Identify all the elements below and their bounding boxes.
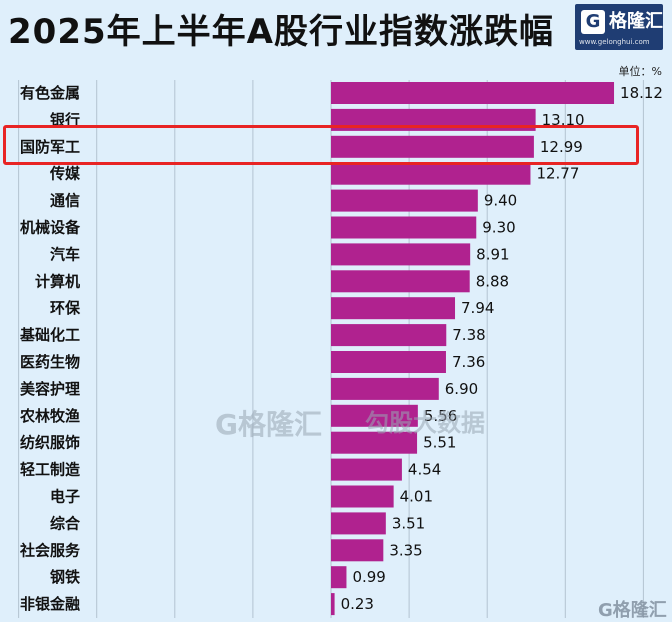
value-label: 7.94: [461, 299, 494, 317]
category-label: 基础化工: [19, 326, 80, 344]
unit-label: 单位：%: [618, 65, 662, 78]
category-label: 社会服务: [19, 541, 81, 559]
watermark-gelonghui: G格隆汇: [215, 408, 322, 441]
bar-17: [331, 539, 384, 562]
bar-12: [331, 404, 418, 427]
category-label: 农林牧渔: [19, 407, 80, 425]
category-label: 通信: [50, 192, 80, 210]
bar-0: [331, 82, 615, 104]
value-label: 9.40: [484, 192, 517, 210]
bar-15: [331, 485, 394, 508]
value-label: 8.88: [476, 272, 509, 290]
logo-url: www.gelonghui.com: [579, 38, 650, 46]
category-label: 医药生物: [20, 353, 80, 371]
value-label: 4.01: [400, 488, 433, 506]
value-label: 13.10: [542, 111, 585, 129]
value-label: 7.36: [452, 353, 485, 371]
value-label: 0.23: [341, 595, 374, 613]
bar-16: [331, 512, 386, 535]
bar-14: [331, 458, 402, 481]
category-label: 计算机: [35, 272, 80, 290]
value-label: 9.30: [482, 219, 515, 237]
category-label: 纺织服饰: [20, 434, 80, 452]
category-label: 电子: [50, 488, 80, 506]
value-label: 8.91: [476, 245, 509, 263]
value-label: 4.54: [408, 461, 441, 479]
value-label: 3.51: [392, 514, 425, 532]
category-label: 美容护理: [20, 380, 80, 398]
value-label: 18.12: [620, 84, 663, 102]
value-label: 0.99: [352, 568, 385, 586]
value-label: 6.90: [445, 380, 478, 398]
highlight-box: [3, 125, 639, 165]
category-label: 汽车: [50, 245, 80, 263]
bar-18: [331, 566, 347, 589]
bar-9: [331, 324, 447, 347]
watermark-gougu: 勾股大数据: [365, 409, 485, 437]
logo-mark: G: [581, 10, 605, 34]
bar-5: [331, 216, 477, 239]
bar-3: [331, 162, 531, 185]
bar-6: [331, 243, 471, 266]
chart-title: 2025年上半年A股行业指数涨跌幅: [8, 12, 554, 52]
watermark-corner: G格隆汇: [598, 600, 667, 621]
category-label: 综合: [50, 514, 81, 532]
bar-8: [331, 297, 456, 320]
bar-4: [331, 189, 478, 212]
gelonghui-logo: G 格隆汇 www.gelonghui.com: [575, 4, 663, 50]
value-label: 7.38: [452, 326, 485, 344]
bar-11: [331, 377, 439, 400]
value-label: 12.99: [540, 138, 583, 156]
category-label: 有色金属: [20, 84, 80, 102]
value-label: 3.35: [389, 541, 422, 559]
value-label: 5.51: [423, 434, 456, 452]
value-label: 5.56: [424, 407, 457, 425]
value-label: 12.77: [536, 165, 579, 183]
bar-19: [331, 593, 335, 616]
bar-13: [331, 431, 418, 454]
bar-10: [331, 351, 446, 373]
category-label: 环保: [50, 299, 81, 317]
logo-name: 格隆汇: [609, 11, 663, 32]
category-label: 银行: [50, 111, 80, 129]
category-label: 钢铁: [50, 568, 80, 586]
category-label: 机械设备: [20, 219, 81, 237]
category-label: 传媒: [49, 165, 81, 183]
category-label: 非银金融: [20, 595, 80, 613]
bar-2: [331, 135, 534, 158]
bar-7: [331, 270, 470, 293]
category-label: 轻工制造: [20, 461, 80, 479]
category-label: 国防军工: [20, 138, 80, 156]
